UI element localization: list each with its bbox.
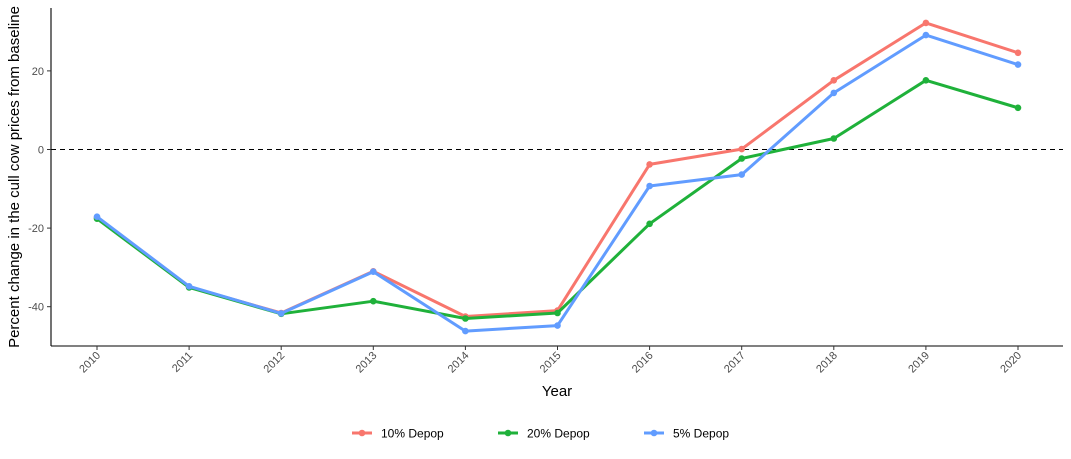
x-tick-label: 2010: [77, 350, 103, 376]
data-point-5-depop-2016: [646, 182, 653, 190]
y-tick-label: 20: [32, 66, 44, 78]
data-point-20-depop-2017: [738, 155, 745, 162]
x-tick-label: 2013: [354, 350, 380, 376]
data-point-20-depop-2014: [462, 315, 469, 322]
data-point-5-depop-2015: [554, 322, 561, 329]
series-line-5-depop: [95, 33, 1020, 333]
x-tick-label: 2012: [262, 350, 288, 376]
y-tick-label: -40: [28, 302, 44, 314]
x-axis-title: Year: [542, 383, 572, 400]
y-axis-title: Percent change in the cull cow prices fr…: [6, 6, 23, 348]
x-tick-label: 2020: [998, 350, 1024, 376]
data-point-5-depop-2020: [1014, 61, 1022, 68]
x-axis-ticks: 2010 2011 2012 2013 2014 2015 2016 2017 2018 2019…: [77, 346, 1024, 375]
data-point-5-depop-2019: [922, 31, 930, 39]
x-tick-label: 2017: [722, 350, 748, 376]
data-point-5-depop-2011: [185, 283, 193, 290]
data-point-10-depop-2019: [922, 19, 930, 27]
data-point-20-depop-2018: [830, 135, 838, 142]
y-tick-label: -20: [28, 223, 44, 235]
x-tick-label: 2016: [630, 350, 656, 376]
legend-swatch-point: [358, 429, 366, 437]
data-point-20-depop-2015: [554, 309, 561, 317]
x-tick-label: 2015: [538, 350, 564, 376]
y-axis-ticks: -40 -20 0 20: [28, 66, 51, 314]
legend-item-5-depop: 5% Depop: [644, 427, 729, 441]
series-line-20-depop: [95, 78, 1020, 320]
data-point-5-depop-2018: [830, 89, 838, 97]
data-point-5-depop-2012: [277, 310, 285, 317]
data-point-20-depop-2016: [646, 220, 653, 228]
x-tick-label: 2014: [446, 350, 472, 376]
legend: 10% Depop 20% Depop 5% Depop: [352, 427, 729, 441]
data-point-10-depop-2020: [1014, 49, 1022, 57]
legend-item-10-depop: 10% Depop: [352, 427, 444, 441]
data-point-5-depop-2010: [93, 213, 101, 220]
data-point-5-depop-2013: [370, 268, 377, 276]
x-tick-label: 2011: [170, 350, 195, 375]
y-tick-label: 0: [38, 144, 44, 156]
data-point-20-depop-2019: [922, 77, 930, 84]
x-tick-label: 2018: [814, 350, 840, 376]
legend-label: 20% Depop: [527, 427, 590, 441]
legend-swatch-point: [504, 429, 512, 437]
legend-label: 5% Depop: [673, 427, 729, 441]
series-line-10-depop: [95, 21, 1020, 318]
legend-label: 10% Depop: [381, 427, 444, 441]
data-point-20-depop-2020: [1014, 104, 1022, 112]
legend-item-20-depop: 20% Depop: [498, 427, 590, 441]
data-point-10-depop-2016: [646, 161, 653, 168]
data-point-10-depop-2018: [830, 77, 838, 84]
data-point-20-depop-2013: [370, 297, 377, 305]
data-point-10-depop-2017: [738, 145, 745, 153]
legend-swatch-point: [650, 429, 658, 437]
plot-area: [51, 19, 1063, 335]
x-tick-label: 2019: [906, 350, 932, 376]
data-point-5-depop-2017: [738, 171, 745, 178]
data-point-5-depop-2014: [462, 327, 469, 335]
